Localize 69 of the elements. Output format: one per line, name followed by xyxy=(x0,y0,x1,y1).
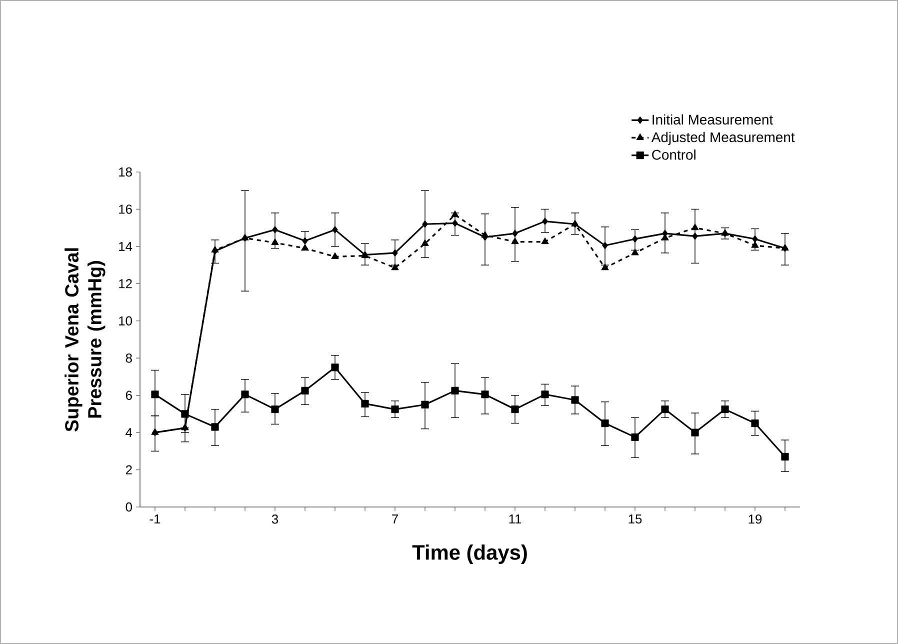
y-axis-title: Superior Vena Caval Pressure (mmHg) xyxy=(64,248,106,432)
point xyxy=(541,237,549,244)
y-tick-label: 12 xyxy=(119,279,132,288)
x-tick-label: 15 xyxy=(628,514,642,524)
point xyxy=(511,237,519,244)
x-tick-label: 7 xyxy=(392,514,398,524)
point xyxy=(691,223,699,230)
point xyxy=(511,406,519,414)
point xyxy=(481,390,489,398)
y-tick-label: 16 xyxy=(119,204,132,214)
y-tick-label: 0 xyxy=(126,502,132,512)
point xyxy=(181,410,189,418)
y-tick-label: 6 xyxy=(126,390,132,400)
point xyxy=(541,390,549,398)
point xyxy=(391,263,399,270)
point xyxy=(151,390,159,398)
point xyxy=(361,400,369,408)
point xyxy=(211,246,219,252)
x-tick-label: 11 xyxy=(509,514,522,524)
point xyxy=(241,390,249,398)
point xyxy=(392,249,398,257)
point xyxy=(451,210,459,218)
x-tick-label: -1 xyxy=(150,514,160,524)
legend-label: Control xyxy=(652,150,696,160)
point xyxy=(692,232,698,240)
point xyxy=(661,406,669,414)
point xyxy=(691,428,699,436)
y-tick-label: 14 xyxy=(119,242,132,251)
point xyxy=(512,230,518,238)
point xyxy=(481,230,489,238)
point xyxy=(781,452,789,461)
point xyxy=(751,419,759,428)
point xyxy=(752,235,758,243)
y-tick-label: 4 xyxy=(126,428,132,438)
point xyxy=(632,235,638,243)
x-axis-title: Time (days) xyxy=(412,544,527,564)
point xyxy=(271,238,279,246)
point xyxy=(751,241,759,248)
x-tick-label: 3 xyxy=(272,514,278,524)
point xyxy=(331,252,339,259)
point xyxy=(331,364,339,372)
point xyxy=(211,423,219,431)
point xyxy=(391,406,399,414)
point xyxy=(301,386,309,394)
point xyxy=(452,219,458,227)
point xyxy=(451,386,459,394)
point xyxy=(271,406,279,414)
point xyxy=(332,226,338,234)
x-tick-label: 19 xyxy=(748,514,762,524)
point xyxy=(272,226,278,234)
y-tick-label: 2 xyxy=(126,465,132,474)
point xyxy=(301,244,309,251)
point xyxy=(602,242,608,250)
point xyxy=(542,218,548,226)
legend-label: Adjusted Measurement xyxy=(651,132,795,145)
point xyxy=(302,237,308,245)
point xyxy=(601,263,609,270)
point xyxy=(601,419,609,428)
point xyxy=(421,400,429,408)
y-tick-label: 10 xyxy=(119,316,132,326)
legend-label: Initial Measurement xyxy=(652,114,773,125)
y-tick-label: 18 xyxy=(119,167,132,177)
point xyxy=(631,433,639,441)
point xyxy=(631,248,639,256)
point xyxy=(421,239,429,246)
point xyxy=(422,220,428,228)
point xyxy=(571,396,579,404)
y-tick-label: 8 xyxy=(126,354,132,363)
point xyxy=(721,406,729,414)
